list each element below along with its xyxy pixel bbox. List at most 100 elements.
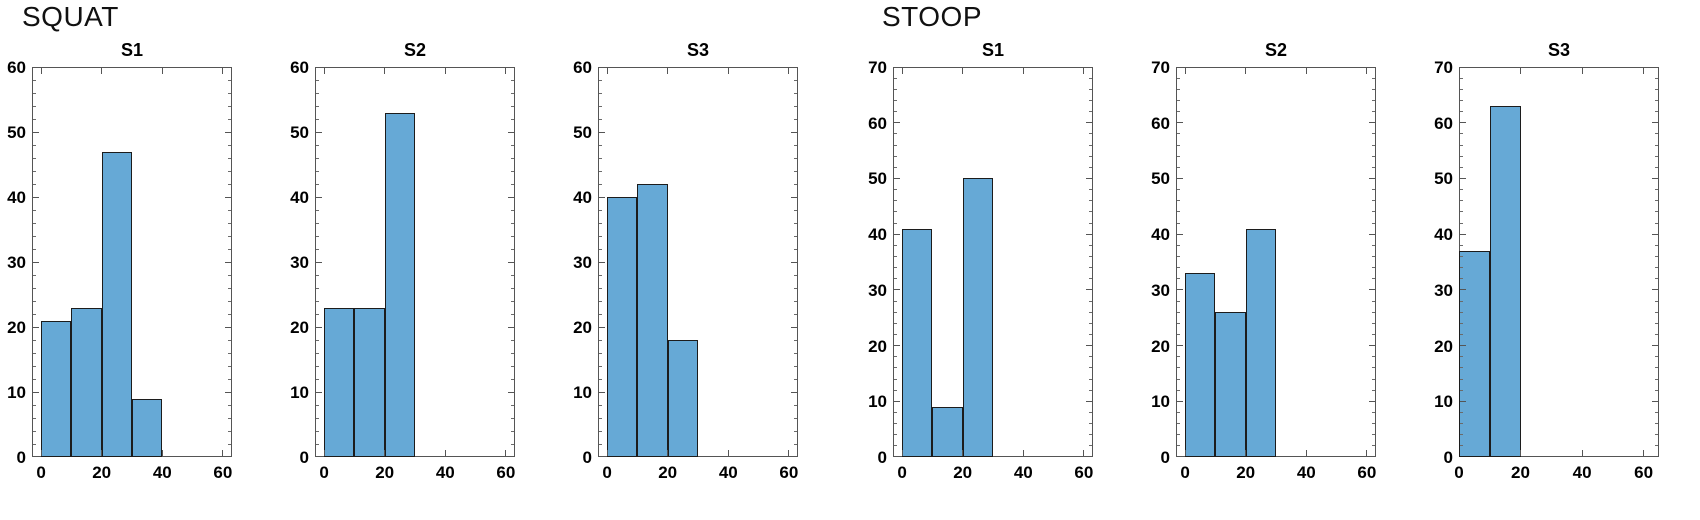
y-minor-tick-right (1089, 211, 1092, 213)
y-minor-tick-right (1089, 166, 1092, 168)
y-major-tick-right (1369, 233, 1375, 235)
y-minor-tick (599, 378, 602, 380)
x-tick-label: 0 (602, 463, 612, 482)
y-minor-tick-right (1655, 389, 1658, 391)
y-minor-tick-right (794, 209, 797, 211)
y-minor-tick-right (1655, 88, 1658, 90)
y-minor-tick-right (794, 144, 797, 146)
y-tick-label: 50 (868, 169, 887, 189)
x-tick-label: 0 (1180, 463, 1190, 482)
y-minor-tick-right (228, 144, 231, 146)
y-minor-tick-right (1372, 333, 1375, 335)
y-major-tick-right (1652, 233, 1658, 235)
y-minor-tick-right (1655, 434, 1658, 436)
y-minor-tick (599, 365, 602, 367)
y-minor-tick (894, 322, 897, 324)
y-major-tick-right (1086, 233, 1092, 235)
y-major-tick-right (508, 261, 514, 263)
y-major-tick-right (1086, 345, 1092, 347)
y-minor-tick (894, 255, 897, 257)
x-major-tick (606, 450, 608, 456)
y-tick-label: 40 (573, 188, 592, 207)
y-minor-tick-right (1372, 144, 1375, 146)
y-minor-tick (33, 118, 36, 120)
x-major-tick (1022, 450, 1024, 456)
y-minor-tick (599, 352, 602, 354)
y-major-tick (316, 196, 322, 198)
y-minor-tick-right (794, 79, 797, 81)
y-minor-tick-right (1089, 445, 1092, 447)
y-minor-tick-right (1089, 77, 1092, 79)
y-minor-tick-right (794, 92, 797, 94)
x-major-tick-top (40, 68, 42, 74)
y-minor-tick (316, 339, 319, 341)
x-major-tick (505, 450, 507, 456)
y-tick-label: 0 (1443, 448, 1453, 467)
y-major-tick-right (791, 131, 797, 133)
y-minor-tick-right (1089, 99, 1092, 101)
y-minor-tick (316, 287, 319, 289)
x-major-tick-top (1366, 68, 1368, 74)
bar (354, 307, 385, 457)
y-major-tick-right (508, 131, 514, 133)
y-minor-tick-right (1089, 322, 1092, 324)
y-minor-tick-right (794, 313, 797, 315)
x-major-tick-top (505, 68, 507, 74)
y-minor-tick-right (794, 430, 797, 432)
y-major-tick-right (225, 326, 231, 328)
y-minor-tick-right (511, 209, 514, 211)
y-minor-tick (316, 274, 319, 276)
y-tick-label: 0 (1160, 448, 1170, 467)
y-minor-tick (33, 222, 36, 224)
y-tick-label: 40 (868, 225, 887, 245)
y-major-tick (599, 131, 605, 133)
y-minor-tick (316, 92, 319, 94)
y-minor-tick-right (1372, 222, 1375, 224)
y-minor-tick (894, 244, 897, 246)
x-tick-label: 60 (213, 463, 233, 482)
y-minor-tick (1460, 189, 1463, 191)
y-minor-tick (316, 79, 319, 81)
y-minor-tick-right (511, 404, 514, 406)
x-major-tick-top (323, 68, 325, 74)
y-minor-tick-right (1089, 389, 1092, 391)
y-major-tick (1177, 233, 1183, 235)
bar (932, 406, 963, 457)
y-minor-tick (599, 313, 602, 315)
y-minor-tick-right (794, 339, 797, 341)
y-tick-label: 70 (868, 58, 887, 77)
y-minor-tick (1460, 445, 1463, 447)
y-minor-tick (316, 365, 319, 367)
x-major-tick-top (1305, 68, 1307, 74)
y-major-tick-right (1652, 289, 1658, 291)
y-minor-tick-right (228, 170, 231, 172)
y-minor-tick-right (1089, 423, 1092, 425)
y-major-tick-right (1086, 289, 1092, 291)
y-minor-tick (1460, 77, 1463, 79)
x-major-tick-top (1184, 68, 1186, 74)
y-major-tick (599, 326, 605, 328)
y-minor-tick-right (1372, 77, 1375, 79)
y-tick-label: 50 (290, 123, 309, 142)
y-tick-label: 30 (7, 253, 26, 272)
y-minor-tick-right (1372, 311, 1375, 313)
y-minor-tick (1460, 133, 1463, 135)
x-tick-label: 0 (319, 463, 329, 482)
y-minor-tick-right (228, 183, 231, 185)
y-minor-tick (1177, 378, 1180, 380)
chart-title: S2 (1264, 40, 1288, 60)
y-minor-tick (316, 118, 319, 120)
y-minor-tick (599, 235, 602, 237)
y-minor-tick (894, 378, 897, 380)
y-minor-tick-right (228, 404, 231, 406)
y-minor-tick-right (1372, 356, 1375, 358)
y-tick-label: 40 (7, 188, 26, 207)
y-tick-label: 50 (1151, 169, 1170, 189)
y-major-tick (1460, 400, 1466, 402)
y-minor-tick-right (228, 352, 231, 354)
y-major-tick-right (225, 131, 231, 133)
group-header-stoop: STOOP (882, 1, 983, 32)
y-minor-tick-right (1655, 311, 1658, 313)
